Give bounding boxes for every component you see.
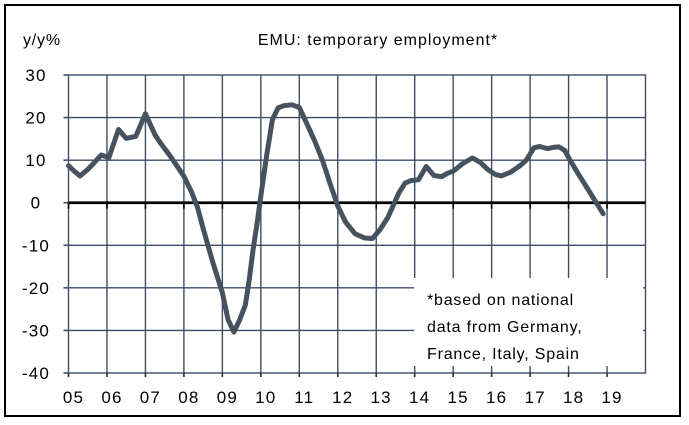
y-tick-label: -40 bbox=[22, 364, 50, 383]
x-tick-label: 10 bbox=[255, 388, 276, 407]
x-tick-label: 14 bbox=[409, 388, 430, 407]
x-tick-label: 08 bbox=[178, 388, 199, 407]
x-tick-labels: 05 06 07 08 09 10 11 12 13 14 15 16 17 18 19 bbox=[63, 388, 622, 407]
x-tick-label: 07 bbox=[140, 388, 161, 407]
plot-area-frame bbox=[67, 74, 647, 374]
series-line bbox=[66, 102, 606, 335]
x-tick-label: 15 bbox=[448, 388, 469, 407]
x-tick-label: 05 bbox=[63, 388, 84, 407]
annotation-line-1: *based on national bbox=[427, 292, 574, 309]
y-tick-label: 20 bbox=[25, 109, 46, 128]
x-tick-label: 17 bbox=[524, 388, 545, 407]
x-tick-label: 18 bbox=[563, 388, 584, 407]
y-tick-label: -10 bbox=[22, 236, 50, 255]
x-tick-label: 11 bbox=[294, 388, 314, 407]
y-tick-label: -20 bbox=[22, 279, 50, 298]
y-axis-unit-label: y/y% bbox=[23, 32, 61, 49]
annotation-line-2: data from Germany, bbox=[427, 319, 583, 336]
x-tick-label: 13 bbox=[371, 388, 392, 407]
annotation-note: *based on national data from Germany, Fr… bbox=[427, 292, 583, 363]
x-tick-label: 19 bbox=[601, 388, 622, 407]
x-tick-label: 09 bbox=[217, 388, 238, 407]
y-tick-label: -30 bbox=[22, 321, 50, 340]
y-tick-label: 30 bbox=[25, 66, 46, 85]
annotation-line-3: France, Italy, Spain bbox=[427, 346, 580, 363]
y-tick-label: 0 bbox=[31, 194, 42, 213]
annotation-background bbox=[414, 278, 643, 366]
y-tick-label: 10 bbox=[25, 151, 46, 170]
x-tick-label: 12 bbox=[332, 388, 353, 407]
x-tick-label: 16 bbox=[486, 388, 507, 407]
chart-title: EMU: temporary employment* bbox=[258, 32, 498, 49]
y-tick-labels: 30 20 10 0 -10 -20 -30 -40 bbox=[22, 66, 50, 383]
x-tick-label: 06 bbox=[101, 388, 122, 407]
